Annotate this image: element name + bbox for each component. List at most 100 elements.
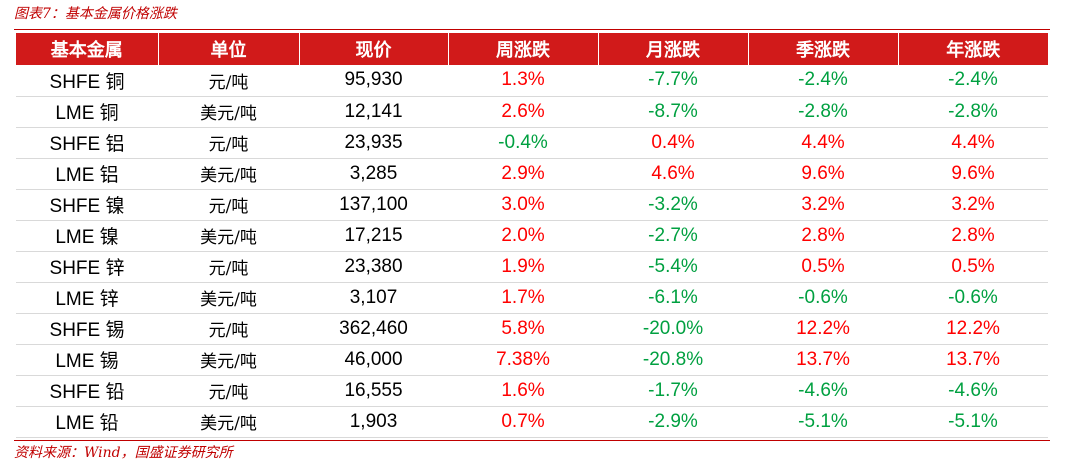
- year-change-cell: 13.7%: [898, 344, 1048, 376]
- unit-cell: 元/吨: [158, 65, 299, 97]
- unit-cell: 元/吨: [158, 127, 299, 159]
- year-change-cell: -5.1%: [898, 406, 1048, 438]
- week-change-cell: 5.8%: [448, 313, 598, 345]
- header-year-change: 年涨跌: [946, 40, 1001, 61]
- source-note: 资料来源：Wind，国盛证券研究所: [14, 445, 233, 461]
- unit-cell: 美元/吨: [158, 344, 299, 376]
- quarter-change-cell: -5.1%: [748, 406, 898, 438]
- week-change-cell: 1.3%: [448, 65, 598, 97]
- price-cell: 23,935: [299, 127, 448, 159]
- unit-cell: 美元/吨: [158, 220, 299, 252]
- quarter-change-cell: 12.2%: [748, 313, 898, 345]
- price-cell: 17,215: [299, 220, 448, 252]
- quarter-change-cell: -2.8%: [748, 96, 898, 128]
- table-row: SHFE 铝元/吨 23,935 -0.4% 0.4% 4.4% 4.4%: [16, 127, 1048, 159]
- header-unit: 单位: [158, 33, 300, 65]
- week-change-cell: 3.0%: [448, 189, 598, 221]
- price-cell: 3,107: [299, 282, 448, 314]
- unit-cell: 美元/吨: [158, 406, 299, 438]
- table-row: LME 镍美元/吨 17,215 2.0% -2.7% 2.8% 2.8%: [16, 220, 1048, 252]
- table-row: SHFE 锌元/吨 23,380 1.9% -5.4% 0.5% 0.5%: [16, 251, 1048, 283]
- month-change-cell: -3.2%: [598, 189, 748, 221]
- header-week-change: 周涨跌: [448, 33, 599, 65]
- figure-caption: 图表7：基本金属价格涨跌: [14, 6, 177, 22]
- quarter-change-cell: 3.2%: [748, 189, 898, 221]
- table-row: SHFE 锡元/吨 362,460 5.8% -20.0% 12.2% 12.2%: [16, 313, 1048, 345]
- year-change-cell: 12.2%: [898, 313, 1048, 345]
- month-change-cell: 4.6%: [598, 158, 748, 190]
- metal-cell: LME 锌: [16, 282, 158, 314]
- quarter-change-cell: -2.4%: [748, 65, 898, 97]
- metal-cell: SHFE 锌: [16, 251, 158, 283]
- table-row: SHFE 铜元/吨 95,930 1.3% -7.7% -2.4% -2.4%: [16, 65, 1048, 97]
- month-change-cell: -8.7%: [598, 96, 748, 128]
- metal-cell: SHFE 铜: [16, 65, 158, 97]
- month-change-cell: -20.0%: [598, 313, 748, 345]
- metal-price-table: 基本金属 单位 现价 周涨跌 月涨跌 季涨跌 年涨跌 SHFE 铜元/吨 95,9…: [16, 33, 1048, 438]
- year-change-cell: 4.4%: [898, 127, 1048, 159]
- unit-cell: 美元/吨: [158, 96, 299, 128]
- metal-cell: LME 铝: [16, 158, 158, 190]
- year-change-cell: 0.5%: [898, 251, 1048, 283]
- year-change-cell: -0.6%: [898, 282, 1048, 314]
- header-price: 现价: [299, 33, 449, 65]
- price-cell: 23,380: [299, 251, 448, 283]
- table-row: LME 铅美元/吨 1,903 0.7% -2.9% -5.1% -5.1%: [16, 406, 1048, 438]
- unit-cell: 美元/吨: [158, 282, 299, 314]
- unit-cell: 元/吨: [158, 251, 299, 283]
- metal-cell: SHFE 铝: [16, 127, 158, 159]
- year-change-cell: -2.8%: [898, 96, 1048, 128]
- table-row: SHFE 铅元/吨 16,555 1.6% -1.7% -4.6% -4.6%: [16, 375, 1048, 407]
- unit-cell: 元/吨: [158, 189, 299, 221]
- price-cell: 95,930: [299, 65, 448, 97]
- price-cell: 3,285: [299, 158, 448, 190]
- price-cell: 137,100: [299, 189, 448, 221]
- price-cell: 362,460: [299, 313, 448, 345]
- metal-cell: SHFE 锡: [16, 313, 158, 345]
- unit-cell: 美元/吨: [158, 158, 299, 190]
- month-change-cell: -2.9%: [598, 406, 748, 438]
- unit-cell: 元/吨: [158, 375, 299, 407]
- month-change-cell: -20.8%: [598, 344, 748, 376]
- month-change-cell: -5.4%: [598, 251, 748, 283]
- header-month-change: 月涨跌: [598, 33, 749, 65]
- year-change-cell: 3.2%: [898, 189, 1048, 221]
- table-row: LME 铝美元/吨 3,285 2.9% 4.6% 9.6% 9.6%: [16, 158, 1048, 190]
- metal-cell: LME 镍: [16, 220, 158, 252]
- metal-cell: LME 铅: [16, 406, 158, 438]
- week-change-cell: 1.7%: [448, 282, 598, 314]
- week-change-cell: 1.6%: [448, 375, 598, 407]
- metal-cell: SHFE 镍: [16, 189, 158, 221]
- metal-cell: LME 铜: [16, 96, 158, 128]
- quarter-change-cell: -0.6%: [748, 282, 898, 314]
- unit-cell: 元/吨: [158, 313, 299, 345]
- week-change-cell: 2.9%: [448, 158, 598, 190]
- price-cell: 12,141: [299, 96, 448, 128]
- week-change-cell: 2.0%: [448, 220, 598, 252]
- week-change-cell: 0.7%: [448, 406, 598, 438]
- metal-cell: SHFE 铅: [16, 375, 158, 407]
- quarter-change-cell: -4.6%: [748, 375, 898, 407]
- table-row: LME 锡美元/吨 46,000 7.38% -20.8% 13.7% 13.7%: [16, 344, 1048, 376]
- year-change-cell: 2.8%: [898, 220, 1048, 252]
- year-change-cell: 9.6%: [898, 158, 1048, 190]
- price-cell: 16,555: [299, 375, 448, 407]
- month-change-cell: -6.1%: [598, 282, 748, 314]
- quarter-change-cell: 4.4%: [748, 127, 898, 159]
- year-change-cell: -2.4%: [898, 65, 1048, 97]
- price-cell: 1,903: [299, 406, 448, 438]
- year-change-cell: -4.6%: [898, 375, 1048, 407]
- table-row: SHFE 镍元/吨 137,100 3.0% -3.2% 3.2% 3.2%: [16, 189, 1048, 221]
- week-change-cell: 2.6%: [448, 96, 598, 128]
- caption-rule: [14, 29, 1050, 30]
- quarter-change-cell: 0.5%: [748, 251, 898, 283]
- price-cell: 46,000: [299, 344, 448, 376]
- quarter-change-cell: 2.8%: [748, 220, 898, 252]
- month-change-cell: -1.7%: [598, 375, 748, 407]
- header-quarter-change: 季涨跌: [748, 33, 899, 65]
- source-rule: [14, 440, 1050, 441]
- quarter-change-cell: 13.7%: [748, 344, 898, 376]
- month-change-cell: -2.7%: [598, 220, 748, 252]
- table-row: LME 锌美元/吨 3,107 1.7% -6.1% -0.6% -0.6%: [16, 282, 1048, 314]
- week-change-cell: 1.9%: [448, 251, 598, 283]
